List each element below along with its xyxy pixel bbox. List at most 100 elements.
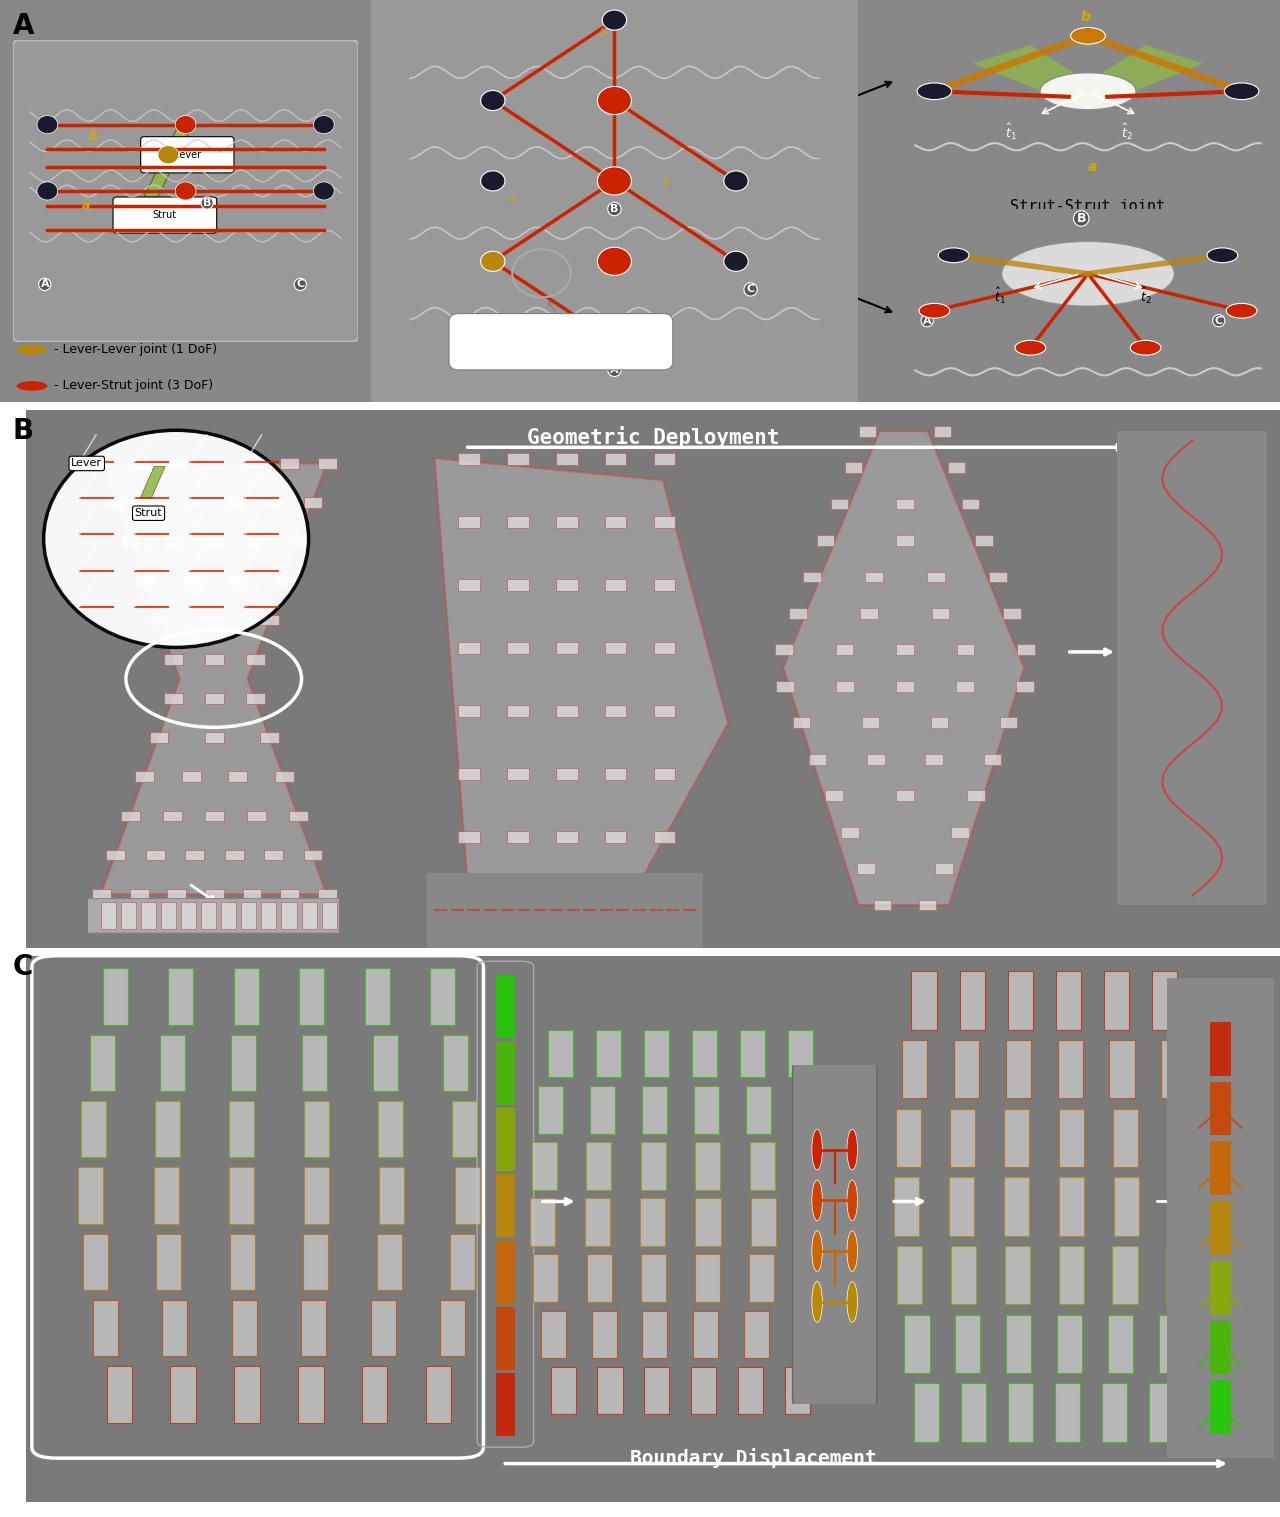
- Bar: [896, 790, 914, 801]
- Bar: [694, 1311, 718, 1358]
- Bar: [507, 768, 529, 780]
- Bar: [154, 1168, 179, 1224]
- Bar: [776, 645, 792, 655]
- Bar: [896, 536, 914, 546]
- Bar: [961, 1384, 987, 1441]
- Bar: [234, 1367, 260, 1423]
- Bar: [225, 850, 243, 860]
- Bar: [960, 971, 984, 1030]
- Bar: [163, 537, 182, 548]
- Bar: [797, 1086, 823, 1133]
- Bar: [246, 693, 265, 704]
- Bar: [695, 1255, 719, 1302]
- Bar: [205, 537, 224, 548]
- Bar: [788, 1030, 813, 1077]
- Bar: [120, 537, 140, 548]
- Bar: [534, 1255, 558, 1302]
- Bar: [961, 499, 979, 510]
- Bar: [654, 516, 676, 528]
- Bar: [150, 733, 169, 743]
- Bar: [317, 458, 337, 469]
- Bar: [803, 572, 820, 583]
- Bar: [430, 968, 456, 1025]
- Bar: [458, 516, 480, 528]
- Bar: [234, 968, 259, 1025]
- Bar: [1006, 1041, 1030, 1098]
- Bar: [497, 1373, 515, 1437]
- Bar: [228, 575, 247, 587]
- Bar: [497, 1107, 515, 1171]
- Bar: [540, 1311, 566, 1358]
- Bar: [836, 681, 854, 692]
- FancyBboxPatch shape: [13, 404, 1280, 954]
- Bar: [975, 536, 993, 546]
- Bar: [317, 889, 337, 900]
- Bar: [150, 614, 169, 625]
- Bar: [1110, 1041, 1134, 1098]
- Text: - Strut-Strut joint (1 DoF): - Strut-Strut joint (1 DoF): [54, 306, 210, 320]
- Text: A: A: [13, 12, 35, 39]
- Bar: [919, 900, 936, 910]
- Polygon shape: [101, 464, 326, 895]
- Bar: [845, 463, 863, 473]
- Bar: [370, 1300, 396, 1356]
- Bar: [557, 768, 577, 780]
- Bar: [654, 642, 676, 654]
- Bar: [458, 705, 480, 718]
- Bar: [298, 1367, 324, 1423]
- Bar: [497, 1174, 515, 1238]
- Bar: [507, 831, 529, 843]
- Bar: [1000, 718, 1018, 728]
- Bar: [303, 1233, 328, 1289]
- FancyBboxPatch shape: [13, 950, 1280, 1508]
- Bar: [507, 452, 529, 464]
- Bar: [644, 1030, 669, 1077]
- Bar: [605, 516, 626, 528]
- Bar: [873, 900, 891, 910]
- Text: Geometric Deployment: Geometric Deployment: [526, 426, 780, 448]
- Bar: [955, 1315, 980, 1373]
- Bar: [694, 1086, 719, 1133]
- Bar: [858, 863, 876, 874]
- Bar: [695, 1142, 721, 1189]
- Circle shape: [17, 309, 47, 319]
- Bar: [931, 718, 948, 728]
- Bar: [548, 1030, 572, 1077]
- Bar: [896, 499, 914, 510]
- Bar: [106, 850, 125, 860]
- Bar: [557, 579, 577, 590]
- Bar: [1112, 1245, 1138, 1305]
- Bar: [643, 1311, 667, 1358]
- Bar: [654, 452, 676, 464]
- Bar: [205, 733, 224, 743]
- Bar: [260, 733, 279, 743]
- Bar: [1103, 971, 1129, 1030]
- Bar: [795, 1311, 820, 1358]
- Bar: [897, 1245, 922, 1305]
- Bar: [458, 642, 480, 654]
- Bar: [129, 889, 148, 900]
- Bar: [817, 536, 835, 546]
- Bar: [641, 1086, 667, 1133]
- Bar: [1055, 1384, 1080, 1441]
- Bar: [497, 1308, 515, 1370]
- Bar: [1102, 1384, 1128, 1441]
- Bar: [81, 1101, 106, 1157]
- Bar: [654, 768, 676, 780]
- Bar: [750, 1198, 776, 1245]
- Polygon shape: [783, 431, 1024, 906]
- Polygon shape: [434, 458, 728, 900]
- Bar: [654, 579, 676, 590]
- Bar: [896, 645, 914, 655]
- Bar: [586, 1142, 612, 1189]
- Bar: [1056, 971, 1080, 1030]
- Bar: [275, 575, 293, 587]
- Bar: [1059, 1109, 1084, 1167]
- Bar: [695, 1198, 721, 1245]
- Bar: [229, 1168, 253, 1224]
- Bar: [739, 1367, 763, 1414]
- Bar: [804, 1142, 829, 1189]
- Bar: [93, 1300, 118, 1356]
- Bar: [557, 642, 577, 654]
- Bar: [806, 1198, 831, 1245]
